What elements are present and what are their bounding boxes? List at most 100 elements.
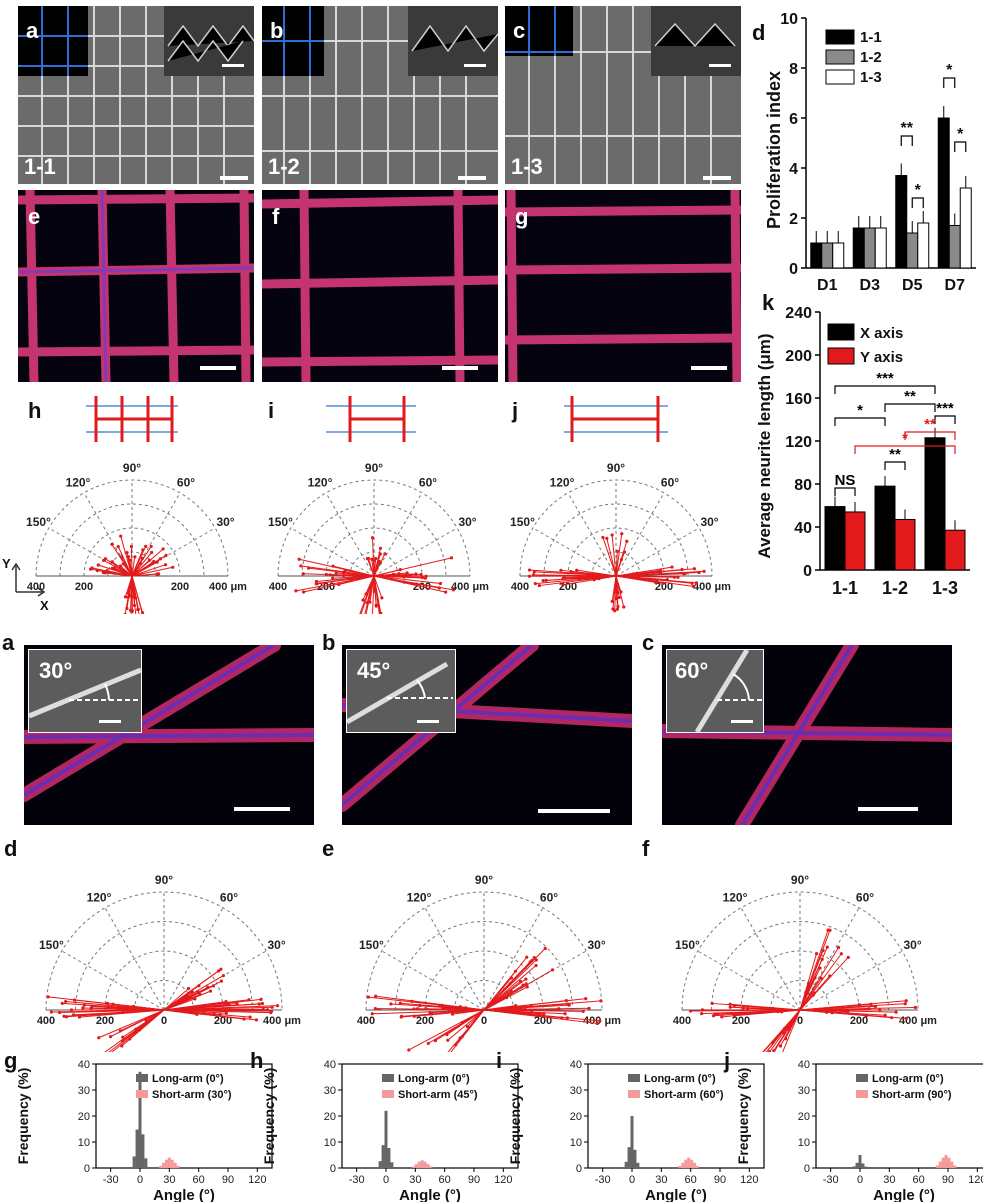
neurite-tip (569, 569, 573, 574)
neurite-tip (121, 1009, 125, 1013)
legend-long: Long-arm (0°) (152, 1073, 224, 1085)
neurite-tip (398, 1001, 402, 1005)
polar-angle-label: 90° (791, 873, 809, 887)
neurite-tip (260, 1001, 264, 1006)
fluor-panel-g: g (505, 190, 741, 382)
histogram-j: j Frequency (%) Angle (°) 0 10 20 30 40 -30 0 30 60… (723, 1050, 983, 1202)
neurite-tip (254, 1018, 259, 1022)
neurite-tip (449, 556, 454, 560)
neurite-tip (528, 960, 532, 964)
neurite-vector (371, 559, 375, 577)
polar-radius-label: 400 μm (583, 1015, 621, 1027)
neurite-tip (531, 573, 536, 577)
neurite-tip (402, 575, 406, 579)
sig-d5-a-bracket (900, 135, 913, 146)
sig-x11-13-bracket (834, 385, 936, 394)
neurite-tip (444, 590, 448, 594)
neurite-tip (538, 1011, 542, 1016)
neurite-tip (867, 1007, 871, 1011)
bar-1-1-D7 (937, 117, 950, 269)
y-tick-label: 10 (780, 11, 798, 28)
neurite-tip (566, 1002, 570, 1006)
inset-scale-bar (709, 64, 731, 67)
neurite-vector (615, 533, 623, 577)
neurite-vector (373, 575, 380, 614)
polar-angle-label: 60° (419, 475, 437, 489)
neurite-tip (883, 1013, 887, 1017)
neurite-tip (694, 581, 698, 585)
neurite-tip (605, 536, 609, 540)
bar-long-arm (141, 1134, 145, 1168)
bar-Y axis-1-1 (844, 511, 866, 571)
neurite-tip (913, 1005, 918, 1010)
polar-angle-label: 150° (39, 938, 64, 952)
neurite-tip (186, 986, 191, 991)
angle-label: 45° (357, 658, 391, 683)
neurite-vector (483, 1008, 505, 1011)
bar-long-arm (861, 1163, 865, 1168)
neurite-tip (125, 606, 129, 610)
panel-label-i: i (268, 398, 274, 423)
neurite-tip (133, 555, 137, 559)
x-tick-label: D3 (860, 277, 881, 294)
hist-ylabel: Frequency (%) (507, 1068, 523, 1164)
neurite-tip (532, 570, 536, 574)
neurite-vector (431, 1009, 485, 1015)
neurite-tip (150, 550, 154, 555)
legend-swatch-short (136, 1090, 148, 1098)
neurite-vector (417, 1008, 485, 1011)
neurite-vector (483, 1003, 568, 1011)
inset-scale-bar (222, 64, 244, 67)
neurite-tip (380, 596, 384, 600)
y-tick-label: 160 (785, 391, 812, 408)
inset-scale-bar (99, 720, 121, 723)
neurite-tip (533, 581, 537, 586)
neurite-tip (562, 575, 566, 580)
hist-ylabel: Frequency (%) (15, 1068, 31, 1164)
bar-1-2-D1 (821, 242, 834, 269)
neurite-tip (161, 547, 165, 551)
scale-bar (200, 366, 236, 370)
x-tick-label: 60 (685, 1174, 697, 1186)
neurite-vector (131, 575, 139, 610)
x-tick-label: -30 (823, 1174, 839, 1186)
x-tick-label: -30 (349, 1174, 365, 1186)
polar-ring (35, 479, 229, 577)
neurite-tip (557, 1007, 561, 1011)
neurite-tip (64, 1015, 69, 1019)
x-tick-label: 120 (740, 1174, 758, 1186)
bar-short-arm (414, 1164, 418, 1168)
neurite-tip (208, 989, 213, 993)
bar-short-arm (696, 1165, 700, 1168)
bar-1-3-D7 (959, 187, 972, 269)
neurite-tip (331, 564, 335, 568)
sig-y12-13: ** (924, 416, 936, 433)
neurite-vector (131, 548, 164, 577)
neurite-tip (89, 567, 93, 571)
y-tick-label: 2 (789, 211, 798, 228)
neurite-tip (361, 598, 365, 602)
neurite-tip (299, 564, 303, 568)
bar-long-arm (852, 1166, 856, 1168)
neurite-vector (615, 575, 697, 584)
neurite-vector (483, 983, 527, 1011)
neurite-vector (365, 575, 375, 595)
neurite-vector (799, 977, 822, 1011)
sig-13: *** (936, 400, 954, 417)
neurite-vector (373, 558, 377, 577)
sig-12-bracket (884, 461, 906, 470)
neurite-tip (611, 607, 615, 611)
neurite-vector (163, 1006, 273, 1011)
y-tick-label: 40 (798, 1059, 810, 1071)
polar-ring (454, 980, 514, 1011)
neurite-vector (799, 1009, 886, 1016)
bar-Y axis-1-2 (894, 518, 916, 571)
legend-swatch-1-1 (825, 29, 855, 45)
bar-long-arm (387, 1147, 391, 1168)
bar-1-3-D5 (917, 222, 930, 269)
neurite-vector (131, 563, 141, 577)
neurite-tip (610, 533, 614, 537)
top-polar-row: h i j 150° 120° 90° 60° 30° 400 200 200 400 μm 15… (2, 396, 731, 614)
